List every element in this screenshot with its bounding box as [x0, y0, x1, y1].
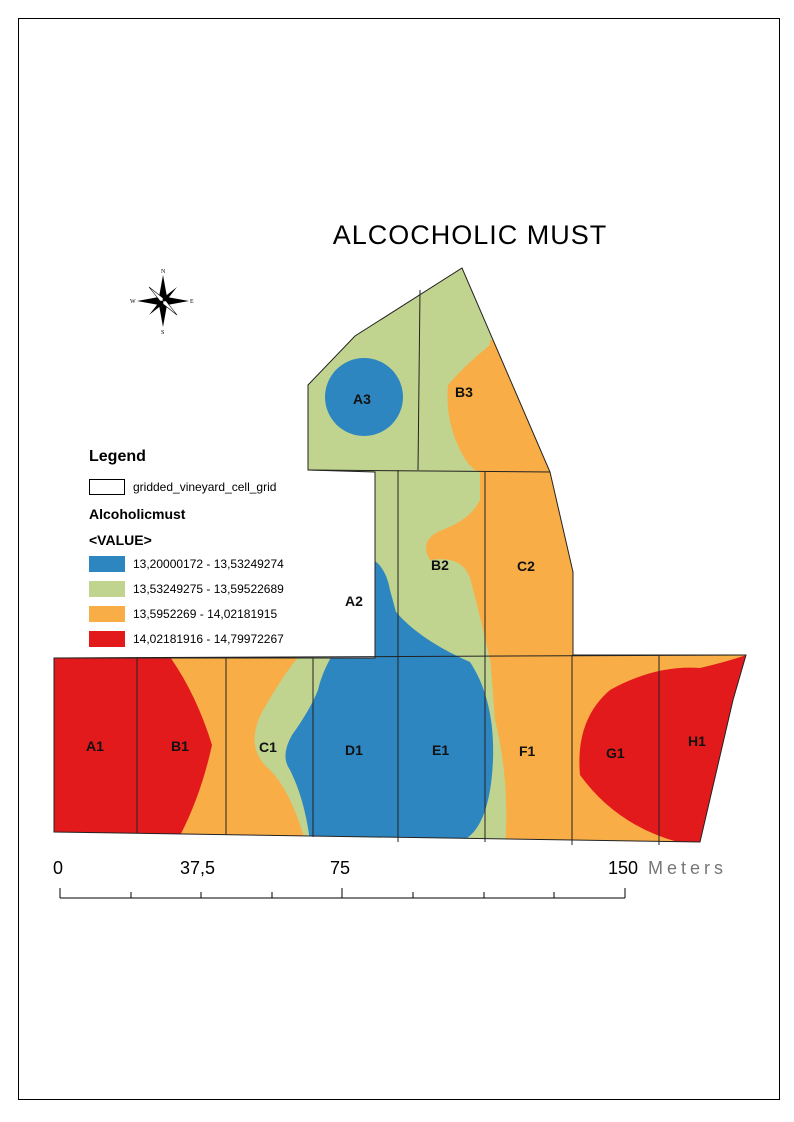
raster-zone-blue-a3 — [325, 358, 403, 436]
cell-label-g1: G1 — [606, 745, 625, 761]
legend-layer-name: Alcoholicmust — [89, 506, 186, 522]
north-arrow-icon: N S E W — [130, 269, 194, 336]
compass-n: N — [161, 269, 166, 275]
cell-label-a2: A2 — [345, 593, 363, 609]
cell-label-a1: A1 — [86, 738, 104, 754]
legend-title: Legend — [89, 448, 146, 465]
scale-label-75: 75 — [330, 858, 350, 878]
legend-field-name: <VALUE> — [89, 532, 152, 548]
legend-grid-row: gridded_vineyard_cell_grid — [89, 474, 284, 499]
legend-grid-label: gridded_vineyard_cell_grid — [133, 479, 277, 494]
cell-label-b1: B1 — [171, 738, 189, 754]
legend-class-label: 13,5952269 - 14,02181915 — [133, 606, 278, 621]
cell-label-d1: D1 — [345, 742, 363, 758]
cell-label-c1: C1 — [259, 739, 277, 755]
legend-class-label: 14,02181916 - 14,79972267 — [133, 631, 284, 646]
cell-label-a3: A3 — [353, 391, 371, 407]
map-title: ALCOCHOLIC MUST — [332, 220, 608, 250]
cell-label-h1: H1 — [688, 733, 706, 749]
legend-class-row: 14,02181916 - 14,79972267 — [89, 626, 284, 651]
compass-e: E — [190, 299, 194, 305]
scale-bar: 0 37,5 75 150 Meters — [53, 858, 727, 899]
cell-label-e1: E1 — [432, 742, 449, 758]
legend-class-row: 13,20000172 - 13,53249274 — [89, 551, 284, 576]
compass-s: S — [161, 330, 164, 336]
legend-class-swatch — [89, 555, 125, 572]
cell-label-b2: B2 — [431, 557, 449, 573]
cell-label-f1: F1 — [519, 743, 536, 759]
raster-zone-red-west — [54, 650, 212, 842]
legend-class-row: 13,5952269 - 14,02181915 — [89, 601, 284, 626]
scale-units: Meters — [648, 858, 727, 878]
legend-grid-swatch — [89, 478, 125, 495]
cell-labels: A1 B1 C1 D1 E1 F1 G1 H1 A2 B2 C2 A3 B3 — [86, 384, 706, 761]
scale-label-0: 0 — [53, 858, 63, 878]
cell-label-b3: B3 — [455, 384, 473, 400]
scale-label-37-5: 37,5 — [180, 858, 215, 878]
legend-class-label: 13,20000172 - 13,53249274 — [133, 556, 284, 571]
compass-w: W — [130, 299, 136, 305]
scale-label-150: 150 — [608, 858, 638, 878]
legend: Legend gridded_vineyard_cell_grid Alcoho… — [89, 448, 284, 651]
legend-class-swatch — [89, 605, 125, 622]
cell-grid — [53, 267, 747, 845]
legend-class-row: 13,53249275 - 13,59522689 — [89, 576, 284, 601]
legend-class-swatch — [89, 630, 125, 647]
legend-class-swatch — [89, 580, 125, 597]
cell-label-c2: C2 — [517, 558, 535, 574]
legend-class-label: 13,53249275 - 13,59522689 — [133, 581, 284, 596]
map-frame — [18, 18, 780, 1100]
